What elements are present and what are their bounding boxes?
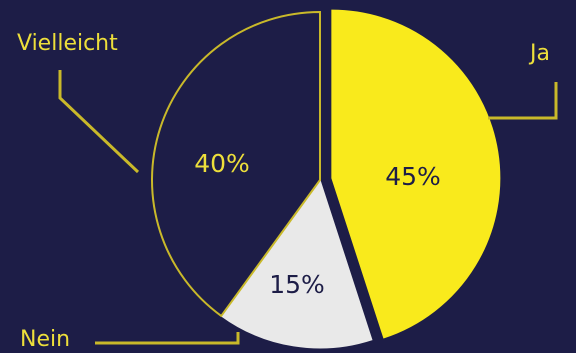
leader-line-nein: [95, 332, 240, 345]
category-label-ja: Ja: [528, 41, 550, 66]
pie-slice-vielleicht: [151, 10, 321, 318]
leader-line-vielleicht: [58, 70, 140, 174]
value-label-nein: 15%: [269, 270, 325, 299]
pie-slice-ja: [331, 9, 501, 339]
value-label-vielleicht: 40%: [194, 149, 250, 178]
category-label-vielleicht: Vielleicht: [17, 31, 118, 56]
pie-slice-nein: [220, 178, 373, 349]
value-label-ja: 45%: [385, 162, 441, 191]
pie-slices: [151, 9, 501, 349]
leader-line-ja: [488, 82, 558, 120]
leader-lines: [58, 70, 558, 345]
category-label-nein: Nein: [20, 327, 70, 352]
